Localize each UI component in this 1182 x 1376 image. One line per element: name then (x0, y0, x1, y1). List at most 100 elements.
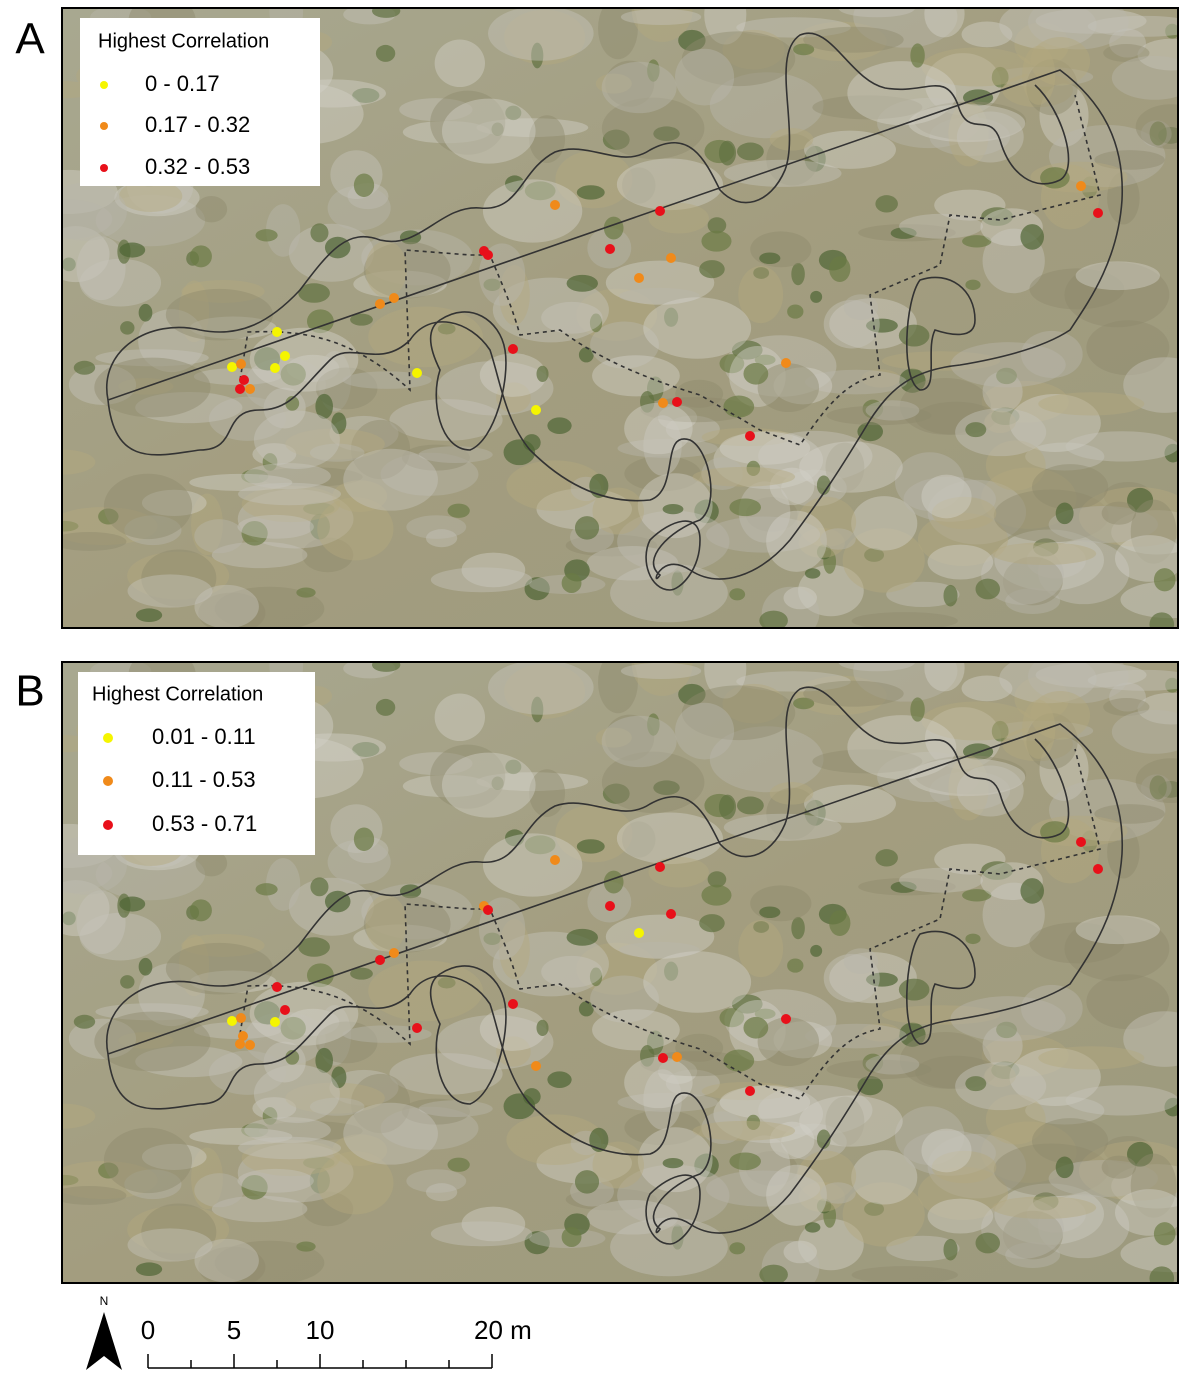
texture (368, 306, 483, 367)
texture (547, 417, 571, 434)
scale-label: 20 m (474, 1315, 532, 1345)
texture (602, 62, 677, 113)
texture (1020, 224, 1044, 250)
texture (1154, 568, 1176, 591)
sample-point (672, 1052, 682, 1062)
texture (1020, 878, 1044, 904)
texture (1066, 431, 1179, 461)
texture (743, 363, 768, 385)
texture (587, 1200, 679, 1235)
sample-point (781, 358, 791, 368)
texture (431, 567, 533, 592)
texture (343, 449, 438, 511)
texture (483, 179, 582, 242)
texture (372, 658, 400, 672)
panel-a: A Highest Correlation 0 - 0.17 0.17 - 0.… (15, 0, 1182, 640)
texture (852, 1266, 958, 1284)
texture (442, 99, 536, 164)
texture (194, 1173, 244, 1207)
texture (562, 573, 582, 593)
sample-point (270, 1017, 280, 1027)
texture (562, 1227, 582, 1247)
texture (719, 141, 736, 166)
texture (365, 241, 407, 297)
texture (480, 1007, 547, 1051)
texture (1076, 261, 1160, 290)
texture (250, 982, 359, 1046)
texture (720, 432, 811, 465)
texture (354, 173, 374, 197)
texture (604, 217, 624, 240)
legend-swatch (103, 776, 113, 786)
legend-item: 0.53 - 0.71 (152, 811, 257, 836)
sample-point (375, 299, 385, 309)
texture (529, 769, 565, 817)
texture (924, 645, 964, 692)
texture (139, 958, 153, 976)
texture (791, 263, 805, 285)
texture (310, 877, 328, 896)
sample-point (666, 253, 676, 263)
sample-point (634, 273, 644, 283)
sample-point (634, 928, 644, 938)
texture (483, 833, 582, 896)
legend-swatch (100, 122, 108, 130)
texture (787, 958, 803, 972)
scale-bar: N 0 5 10 20 m (86, 1294, 532, 1370)
texture (910, 43, 924, 67)
texture (448, 1158, 470, 1172)
texture (52, 532, 127, 551)
texture (426, 529, 457, 547)
texture (310, 223, 328, 242)
texture (567, 275, 598, 292)
sample-point (272, 327, 282, 337)
texture (784, 587, 817, 610)
texture (1056, 503, 1074, 525)
texture (74, 1015, 95, 1029)
sample-point (745, 1086, 755, 1096)
legend-title: Highest Correlation (92, 683, 263, 705)
texture (759, 1265, 788, 1285)
texture (541, 302, 602, 334)
sample-point (236, 359, 246, 369)
texture (803, 27, 904, 53)
figure: A Highest Correlation 0 - 0.17 0.17 - 0.… (0, 0, 1182, 1376)
texture (256, 229, 278, 241)
texture (488, 6, 594, 61)
texture (624, 1057, 692, 1108)
texture (587, 546, 679, 581)
texture (1076, 915, 1160, 944)
texture (820, 528, 856, 549)
texture (238, 483, 341, 506)
texture (965, 422, 986, 437)
texture (529, 115, 565, 163)
texture (237, 1169, 313, 1193)
texture (729, 1152, 761, 1170)
texture (701, 885, 731, 906)
texture (1066, 1085, 1179, 1115)
texture (190, 245, 212, 267)
texture (598, 651, 638, 713)
texture (480, 353, 547, 397)
texture (1038, 1046, 1144, 1069)
sample-point (605, 244, 615, 254)
texture (675, 49, 734, 106)
texture (296, 588, 315, 598)
texture (1154, 1222, 1176, 1245)
sample-point (658, 1053, 668, 1063)
texture (372, 4, 400, 18)
texture (829, 910, 850, 936)
sample-point (227, 1016, 237, 1026)
texture (992, 1196, 1096, 1219)
texture (504, 1093, 536, 1119)
sample-point (280, 351, 290, 361)
sample-point (412, 1023, 422, 1033)
texture (44, 183, 127, 241)
texture (784, 1241, 817, 1264)
sample-point (239, 375, 249, 385)
panel-b: B Highest Correlation 0.01 - 0.11 0.11 -… (15, 632, 1182, 1294)
texture (139, 304, 153, 322)
texture (592, 1009, 680, 1050)
texture (190, 899, 212, 921)
texture (575, 1170, 599, 1193)
